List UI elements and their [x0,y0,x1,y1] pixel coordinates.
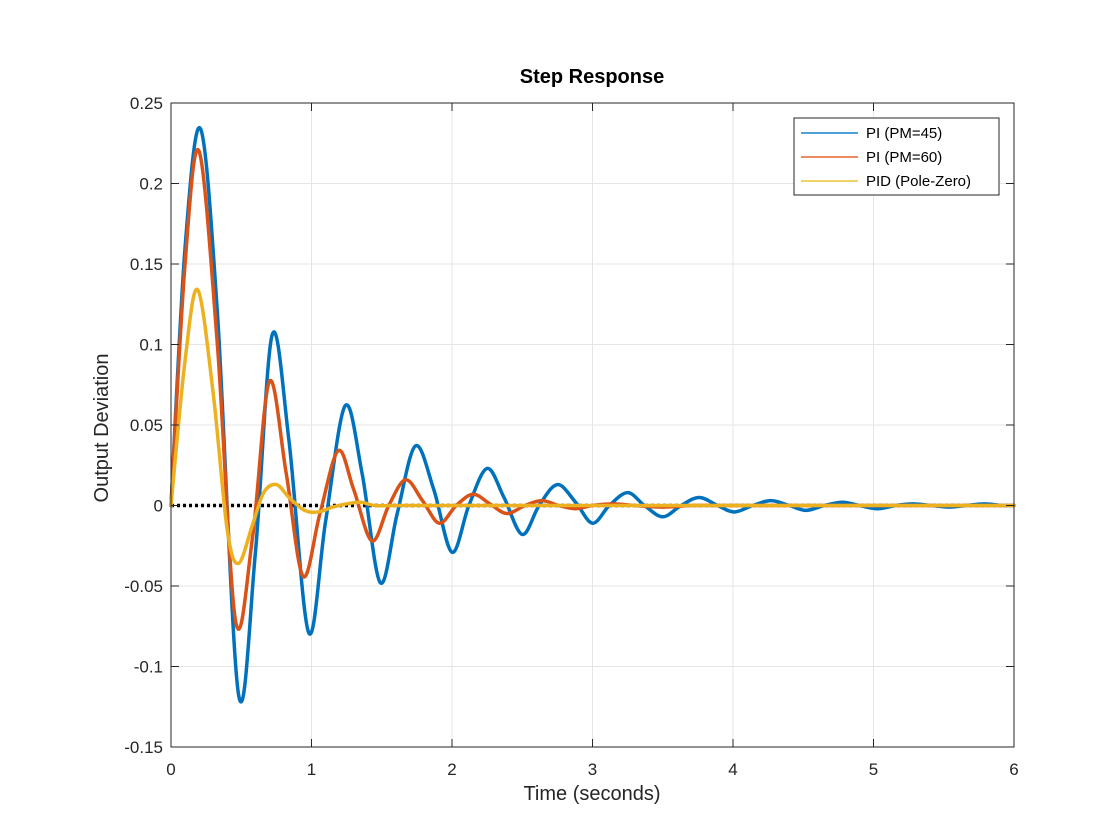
series-line-pid-pole-zero [169,287,1016,566]
legend-label-pid: PID (Pole-Zero) [866,173,971,190]
y-tick-label: 0.15 [130,255,163,274]
x-tick-label: 4 [728,760,737,779]
x-tick-label: 2 [447,760,456,779]
series-lines [169,125,1016,704]
y-tick-label: 0.1 [139,336,163,355]
x-tick-label: 3 [588,760,597,779]
legend-label-pi-45: PI (PM=45) [866,125,942,142]
x-axis-label: Time (seconds) [523,783,660,805]
y-tick-label: -0.05 [124,577,163,596]
x-tick-label: 5 [869,760,878,779]
x-tick-label: 1 [307,760,316,779]
y-tick-label: -0.1 [134,658,163,677]
axis-ticks [170,102,1015,748]
y-axis-label: Output Deviation [91,354,113,503]
y-tick-label: 0.2 [139,175,163,194]
y-tick-labels: -0.15 -0.1 -0.05 0 0.05 0.1 0.15 0.2 0.25 [124,94,163,757]
legend-label-pi-60: PI (PM=60) [866,149,942,166]
y-tick-label: 0 [154,497,163,516]
x-tick-label: 0 [166,760,175,779]
x-tick-label: 6 [1009,760,1018,779]
y-tick-label: -0.15 [124,738,163,757]
chart-title: Step Response [520,66,664,88]
y-tick-label: 0.05 [130,416,163,435]
legend: PI (PM=45) PI (PM=60) PID (Pole-Zero) [793,117,1000,196]
y-tick-label: 0.25 [130,94,163,113]
x-tick-labels: 0 1 2 3 4 5 6 [166,760,1018,779]
